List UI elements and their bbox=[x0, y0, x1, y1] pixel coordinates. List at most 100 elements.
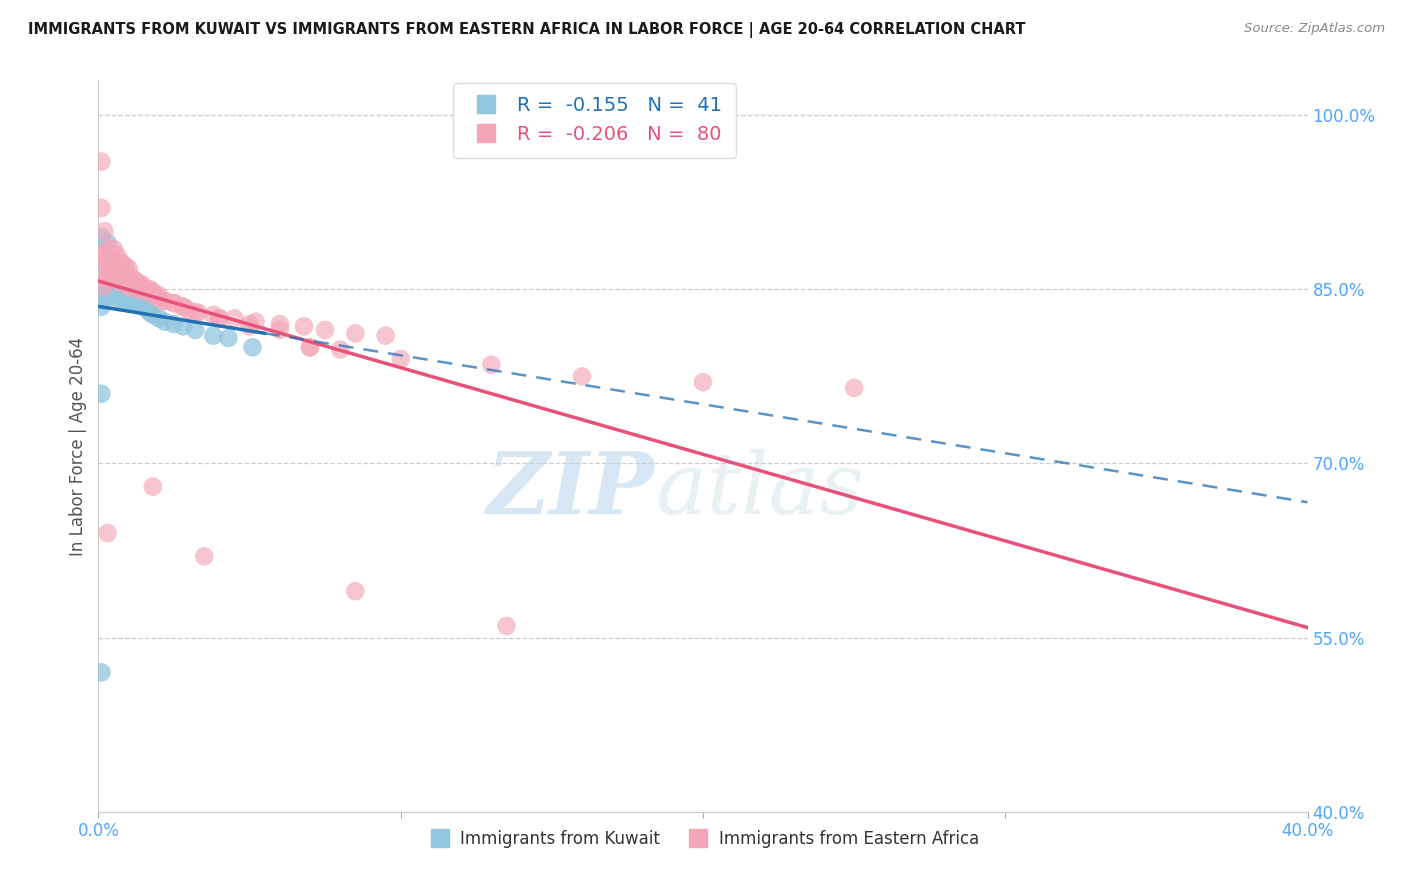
Point bbox=[96, 253, 118, 268]
Point bbox=[114, 268, 136, 283]
Y-axis label: In Labor Force | Age 20-64: In Labor Force | Age 20-64 bbox=[69, 336, 87, 556]
Point bbox=[118, 261, 141, 276]
Point bbox=[292, 319, 315, 334]
Point bbox=[163, 296, 186, 310]
Point bbox=[202, 308, 225, 322]
Point bbox=[242, 340, 264, 354]
Point bbox=[108, 253, 131, 268]
Point bbox=[105, 273, 128, 287]
Point bbox=[344, 584, 367, 599]
Point bbox=[481, 358, 503, 372]
Point bbox=[344, 326, 367, 341]
Point bbox=[142, 285, 165, 299]
Point bbox=[90, 247, 112, 261]
Point bbox=[208, 311, 231, 326]
Point bbox=[153, 293, 176, 308]
Point bbox=[118, 288, 141, 302]
Point bbox=[121, 270, 143, 285]
Point bbox=[184, 305, 207, 319]
Point bbox=[96, 270, 118, 285]
Point bbox=[172, 319, 194, 334]
Point bbox=[374, 328, 396, 343]
Point bbox=[114, 259, 136, 273]
Point bbox=[269, 323, 291, 337]
Point bbox=[129, 296, 152, 310]
Point bbox=[127, 297, 149, 311]
Point bbox=[329, 343, 352, 357]
Point bbox=[93, 259, 115, 273]
Point bbox=[96, 242, 118, 256]
Point bbox=[93, 282, 115, 296]
Point bbox=[90, 230, 112, 244]
Point bbox=[108, 282, 131, 296]
Point bbox=[142, 288, 165, 302]
Point bbox=[299, 340, 322, 354]
Point bbox=[135, 282, 157, 296]
Point bbox=[105, 285, 128, 299]
Point bbox=[239, 319, 262, 334]
Point bbox=[299, 340, 322, 354]
Text: atlas: atlas bbox=[655, 449, 863, 532]
Text: Source: ZipAtlas.com: Source: ZipAtlas.com bbox=[1244, 22, 1385, 36]
Point bbox=[148, 311, 170, 326]
Point bbox=[148, 292, 170, 306]
Point bbox=[142, 308, 165, 322]
Point bbox=[111, 293, 134, 308]
Point bbox=[132, 285, 155, 299]
Point bbox=[93, 224, 115, 238]
Point bbox=[111, 257, 134, 271]
Point bbox=[153, 293, 176, 308]
Point bbox=[105, 259, 128, 273]
Point bbox=[145, 288, 167, 302]
Point bbox=[114, 285, 136, 299]
Point bbox=[111, 285, 134, 300]
Point bbox=[111, 265, 134, 279]
Point bbox=[103, 288, 125, 302]
Point bbox=[118, 280, 141, 294]
Legend: Immigrants from Kuwait, Immigrants from Eastern Africa: Immigrants from Kuwait, Immigrants from … bbox=[420, 823, 986, 855]
Point bbox=[184, 323, 207, 337]
Point bbox=[129, 277, 152, 291]
Point bbox=[103, 268, 125, 283]
Point bbox=[163, 317, 186, 331]
Point bbox=[103, 242, 125, 256]
Point bbox=[124, 296, 146, 310]
Point bbox=[103, 253, 125, 268]
Point bbox=[224, 311, 246, 326]
Point bbox=[245, 315, 267, 329]
Point bbox=[103, 280, 125, 294]
Point bbox=[93, 259, 115, 273]
Point bbox=[124, 282, 146, 296]
Point bbox=[90, 201, 112, 215]
Point bbox=[202, 328, 225, 343]
Point bbox=[96, 282, 118, 296]
Point bbox=[105, 247, 128, 261]
Point bbox=[103, 265, 125, 279]
Point bbox=[90, 300, 112, 314]
Point bbox=[108, 293, 131, 308]
Point bbox=[127, 277, 149, 291]
Point bbox=[269, 317, 291, 331]
Point bbox=[96, 270, 118, 285]
Point bbox=[90, 154, 112, 169]
Point bbox=[217, 331, 239, 345]
Point bbox=[153, 315, 176, 329]
Point bbox=[314, 323, 336, 337]
Point bbox=[93, 293, 115, 308]
Point bbox=[389, 351, 412, 366]
Point bbox=[239, 317, 262, 331]
Point bbox=[114, 293, 136, 308]
Point bbox=[118, 293, 141, 308]
Point bbox=[692, 375, 714, 389]
Point bbox=[187, 305, 209, 319]
Point bbox=[105, 286, 128, 301]
Point bbox=[163, 296, 186, 310]
Point bbox=[111, 277, 134, 291]
Point bbox=[121, 296, 143, 310]
Point bbox=[90, 665, 112, 680]
Point bbox=[121, 292, 143, 306]
Point bbox=[571, 369, 593, 384]
Point bbox=[172, 300, 194, 314]
Point bbox=[193, 549, 215, 564]
Point bbox=[93, 247, 115, 261]
